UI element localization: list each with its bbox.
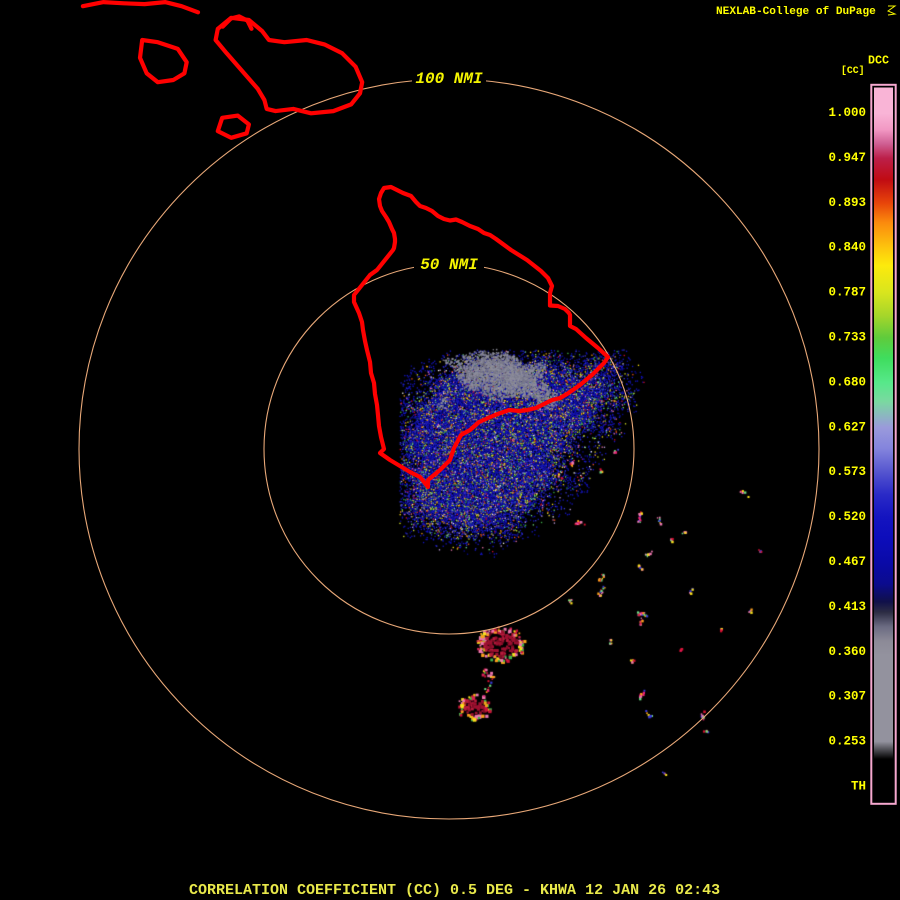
svg-text:0.413: 0.413 <box>828 600 866 614</box>
svg-text:0.787: 0.787 <box>828 286 866 300</box>
svg-text:50 NMI: 50 NMI <box>420 256 478 274</box>
svg-text:0.893: 0.893 <box>828 196 866 210</box>
svg-text:1.000: 1.000 <box>828 106 866 120</box>
svg-text:0.680: 0.680 <box>828 375 866 389</box>
svg-text:0.360: 0.360 <box>828 645 866 659</box>
svg-text:0.520: 0.520 <box>828 510 866 524</box>
svg-text:CORRELATION COEFFICIENT (CC) 0: CORRELATION COEFFICIENT (CC) 0.5 DEG - K… <box>189 882 720 899</box>
svg-text:0.733: 0.733 <box>828 331 866 345</box>
svg-text:100 NMI: 100 NMI <box>415 70 483 88</box>
svg-text:0.627: 0.627 <box>828 420 866 434</box>
svg-text:0.467: 0.467 <box>828 555 866 569</box>
svg-text:DCC: DCC <box>868 54 889 68</box>
svg-text:0.253: 0.253 <box>828 735 866 749</box>
svg-text:[CC]: [CC] <box>841 65 865 76</box>
svg-text:0.307: 0.307 <box>828 690 866 704</box>
svg-text:0.947: 0.947 <box>828 151 866 165</box>
svg-text:0.840: 0.840 <box>828 241 866 255</box>
svg-text:NEXLAB-College of DuPage: NEXLAB-College of DuPage <box>716 6 876 18</box>
svg-text:TH: TH <box>851 780 866 794</box>
svg-text:0.573: 0.573 <box>828 465 866 479</box>
